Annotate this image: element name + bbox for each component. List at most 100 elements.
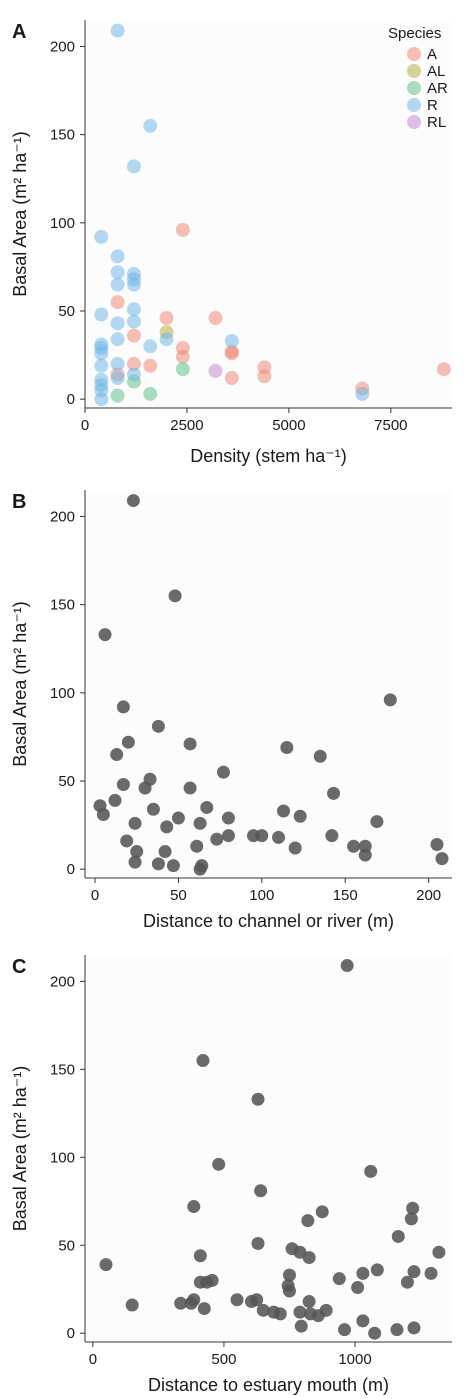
data-point bbox=[251, 1236, 265, 1250]
data-point bbox=[160, 820, 174, 834]
legend-swatch bbox=[407, 64, 421, 78]
data-point bbox=[110, 277, 125, 292]
data-point bbox=[193, 816, 207, 830]
data-point bbox=[302, 1251, 316, 1265]
data-point bbox=[407, 1321, 421, 1335]
plot-background bbox=[85, 20, 452, 408]
data-point bbox=[110, 371, 125, 386]
data-point bbox=[126, 159, 141, 174]
data-point bbox=[208, 311, 223, 326]
data-point bbox=[138, 781, 152, 795]
data-point bbox=[94, 392, 109, 407]
panel-label: B bbox=[12, 491, 26, 513]
data-point bbox=[282, 1284, 296, 1298]
data-point bbox=[175, 349, 190, 364]
data-point bbox=[126, 367, 141, 382]
x-tick-label: 0 bbox=[89, 1351, 97, 1368]
data-point bbox=[293, 1305, 307, 1319]
chart-a: 0 50 100 150 200 0 2500 5000 7500 Density (stem h… bbox=[10, 20, 452, 466]
data-point bbox=[94, 358, 109, 373]
y-tick-label: 200 bbox=[50, 508, 75, 525]
data-point bbox=[254, 1184, 268, 1198]
data-point bbox=[110, 316, 125, 331]
data-point bbox=[128, 855, 142, 869]
data-point bbox=[301, 1214, 315, 1228]
data-point bbox=[126, 494, 140, 508]
data-point bbox=[94, 307, 109, 322]
y-tick-label: 200 bbox=[50, 973, 75, 990]
data-point bbox=[282, 1268, 296, 1282]
x-tick-label: 2500 bbox=[170, 417, 203, 434]
data-point bbox=[404, 1212, 418, 1226]
data-point bbox=[126, 302, 141, 317]
data-point bbox=[288, 841, 302, 855]
x-tick-label: 200 bbox=[416, 887, 441, 904]
data-point bbox=[108, 793, 122, 807]
x-tick-label: 0 bbox=[81, 417, 89, 434]
data-point bbox=[195, 859, 209, 873]
y-tick-label: 150 bbox=[50, 597, 75, 614]
data-point bbox=[151, 857, 165, 871]
x-axis-label: Density (stem ha⁻¹) bbox=[190, 446, 347, 466]
legend-entry: RL bbox=[427, 114, 446, 131]
x-axis-label: Distance to estuary mouth (m) bbox=[148, 1375, 389, 1395]
data-point bbox=[125, 1298, 139, 1312]
data-point bbox=[364, 1164, 378, 1178]
x-tick-label: 150 bbox=[333, 887, 358, 904]
data-point bbox=[221, 829, 235, 843]
legend-swatch bbox=[407, 81, 421, 95]
data-point bbox=[193, 1249, 207, 1263]
legend-entry: AR bbox=[427, 80, 448, 97]
data-point bbox=[273, 1307, 287, 1321]
y-tick-label: 150 bbox=[50, 1061, 75, 1078]
data-point bbox=[158, 845, 172, 859]
data-point bbox=[356, 1266, 370, 1280]
data-point bbox=[183, 781, 197, 795]
data-point bbox=[340, 959, 354, 973]
y-axis-label: Basal Area (m² ha⁻¹) bbox=[10, 601, 30, 767]
data-point bbox=[294, 1319, 308, 1333]
data-point bbox=[210, 832, 224, 846]
data-point bbox=[347, 839, 361, 853]
y-tick-label: 50 bbox=[58, 1237, 75, 1254]
y-axis-label: Basal Area (m² ha⁻¹) bbox=[10, 1066, 30, 1232]
data-point bbox=[315, 1205, 329, 1219]
data-point bbox=[159, 332, 174, 347]
y-tick-label: 100 bbox=[50, 685, 75, 702]
chart-c: 0 50 100 150 200 0 500 1000 Distance to estuary … bbox=[10, 955, 452, 1395]
x-tick-label: 1000 bbox=[338, 1351, 371, 1368]
data-point bbox=[368, 1326, 382, 1340]
data-point bbox=[183, 737, 197, 751]
plot-background bbox=[85, 955, 452, 1342]
data-point bbox=[407, 1265, 421, 1279]
y-tick-label: 100 bbox=[50, 1149, 75, 1166]
data-point bbox=[356, 1314, 370, 1328]
data-point bbox=[338, 1323, 352, 1337]
y-tick-label: 200 bbox=[50, 38, 75, 55]
data-point bbox=[166, 859, 180, 873]
data-point bbox=[94, 346, 109, 361]
data-point bbox=[121, 735, 135, 749]
y-tick-label: 100 bbox=[50, 215, 75, 232]
data-point bbox=[128, 816, 142, 830]
data-point bbox=[110, 356, 125, 371]
panel-c: 0 50 100 150 200 0 500 1000 Distance to estuary … bbox=[0, 935, 473, 1399]
data-point bbox=[171, 811, 185, 825]
data-point bbox=[175, 362, 190, 377]
data-point bbox=[224, 371, 239, 386]
data-point bbox=[110, 249, 125, 264]
data-point bbox=[212, 1157, 226, 1171]
data-point bbox=[110, 388, 125, 403]
data-point bbox=[230, 1293, 244, 1307]
panel-a: 0 50 100 150 200 0 2500 5000 7500 Density (stem h… bbox=[0, 0, 473, 470]
data-point bbox=[110, 295, 125, 310]
data-point bbox=[130, 845, 144, 859]
legend-swatch bbox=[407, 115, 421, 129]
data-point bbox=[196, 1054, 210, 1068]
data-point bbox=[110, 748, 124, 762]
x-tick-label: 5000 bbox=[272, 417, 305, 434]
data-point bbox=[216, 765, 230, 779]
data-point bbox=[383, 693, 397, 707]
data-point bbox=[110, 265, 125, 280]
data-point bbox=[168, 589, 182, 603]
